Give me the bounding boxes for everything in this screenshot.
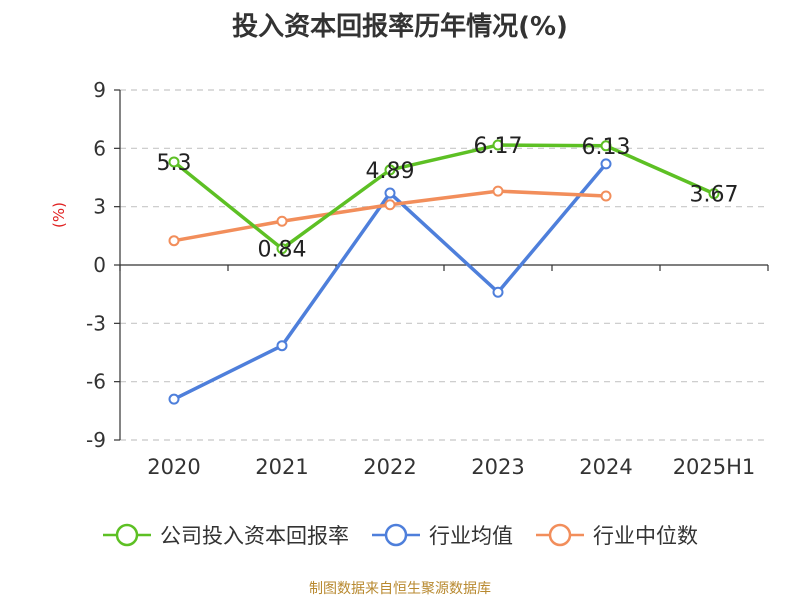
data-label: 6.17 [474, 134, 523, 159]
data-point [384, 187, 396, 199]
chart-title: 投入资本回报率历年情况(%) [232, 12, 568, 42]
x-tick-label: 2020 [147, 455, 200, 479]
legend-label: 行业中位数 [593, 524, 698, 548]
data-point [708, 188, 720, 200]
legend-label: 公司投入资本回报率 [160, 524, 349, 548]
x-tick-label: 2023 [471, 455, 524, 479]
data-point [276, 215, 288, 227]
y-tick-label: 9 [93, 78, 106, 102]
legend-label: 行业均值 [429, 524, 513, 548]
data-point [492, 139, 504, 151]
series-line [173, 162, 608, 401]
data-point [384, 164, 396, 176]
y-tick-label: -9 [86, 428, 106, 452]
data-point [384, 199, 396, 211]
x-tick-label: 2021 [255, 455, 308, 479]
data-point [600, 190, 612, 202]
series-line [172, 143, 715, 251]
data-point [168, 235, 180, 247]
data-point [168, 393, 180, 405]
data-point [276, 243, 288, 255]
legend: 公司投入资本回报率 行业均值 行业中位数 [0, 520, 800, 550]
legend-swatch-icon [103, 523, 151, 547]
legend-item[interactable]: 公司投入资本回报率 [102, 520, 349, 550]
data-point [600, 158, 612, 170]
x-tick-label: 2024 [579, 455, 632, 479]
data-label: 3.67 [690, 183, 739, 208]
x-tick-label: 2022 [363, 455, 416, 479]
y-tick-label: 3 [93, 195, 106, 219]
data-point [168, 156, 180, 168]
source-note: 制图数据来自恒生聚源数据库 [309, 581, 491, 597]
data-point [492, 185, 504, 197]
x-tick-label: 2025H1 [673, 455, 756, 479]
y-tick-label: 0 [93, 253, 106, 277]
data-label: 4.89 [366, 159, 415, 184]
y-tick-label: 6 [93, 136, 106, 160]
data-point [276, 340, 288, 352]
data-label: 0.84 [258, 238, 307, 263]
data-label: 6.13 [582, 135, 631, 160]
data-label: 5.3 [157, 151, 192, 176]
y-tick-label: -3 [86, 311, 106, 335]
legend-item[interactable]: 行业均值 [371, 520, 513, 550]
legend-swatch-icon [536, 523, 584, 547]
y-tick-label: -6 [86, 370, 106, 394]
data-point [492, 286, 504, 298]
y-axis-label: (%) [50, 202, 68, 228]
data-point [600, 140, 612, 152]
legend-item[interactable]: 行业中位数 [535, 520, 698, 550]
legend-swatch-icon [372, 523, 420, 547]
